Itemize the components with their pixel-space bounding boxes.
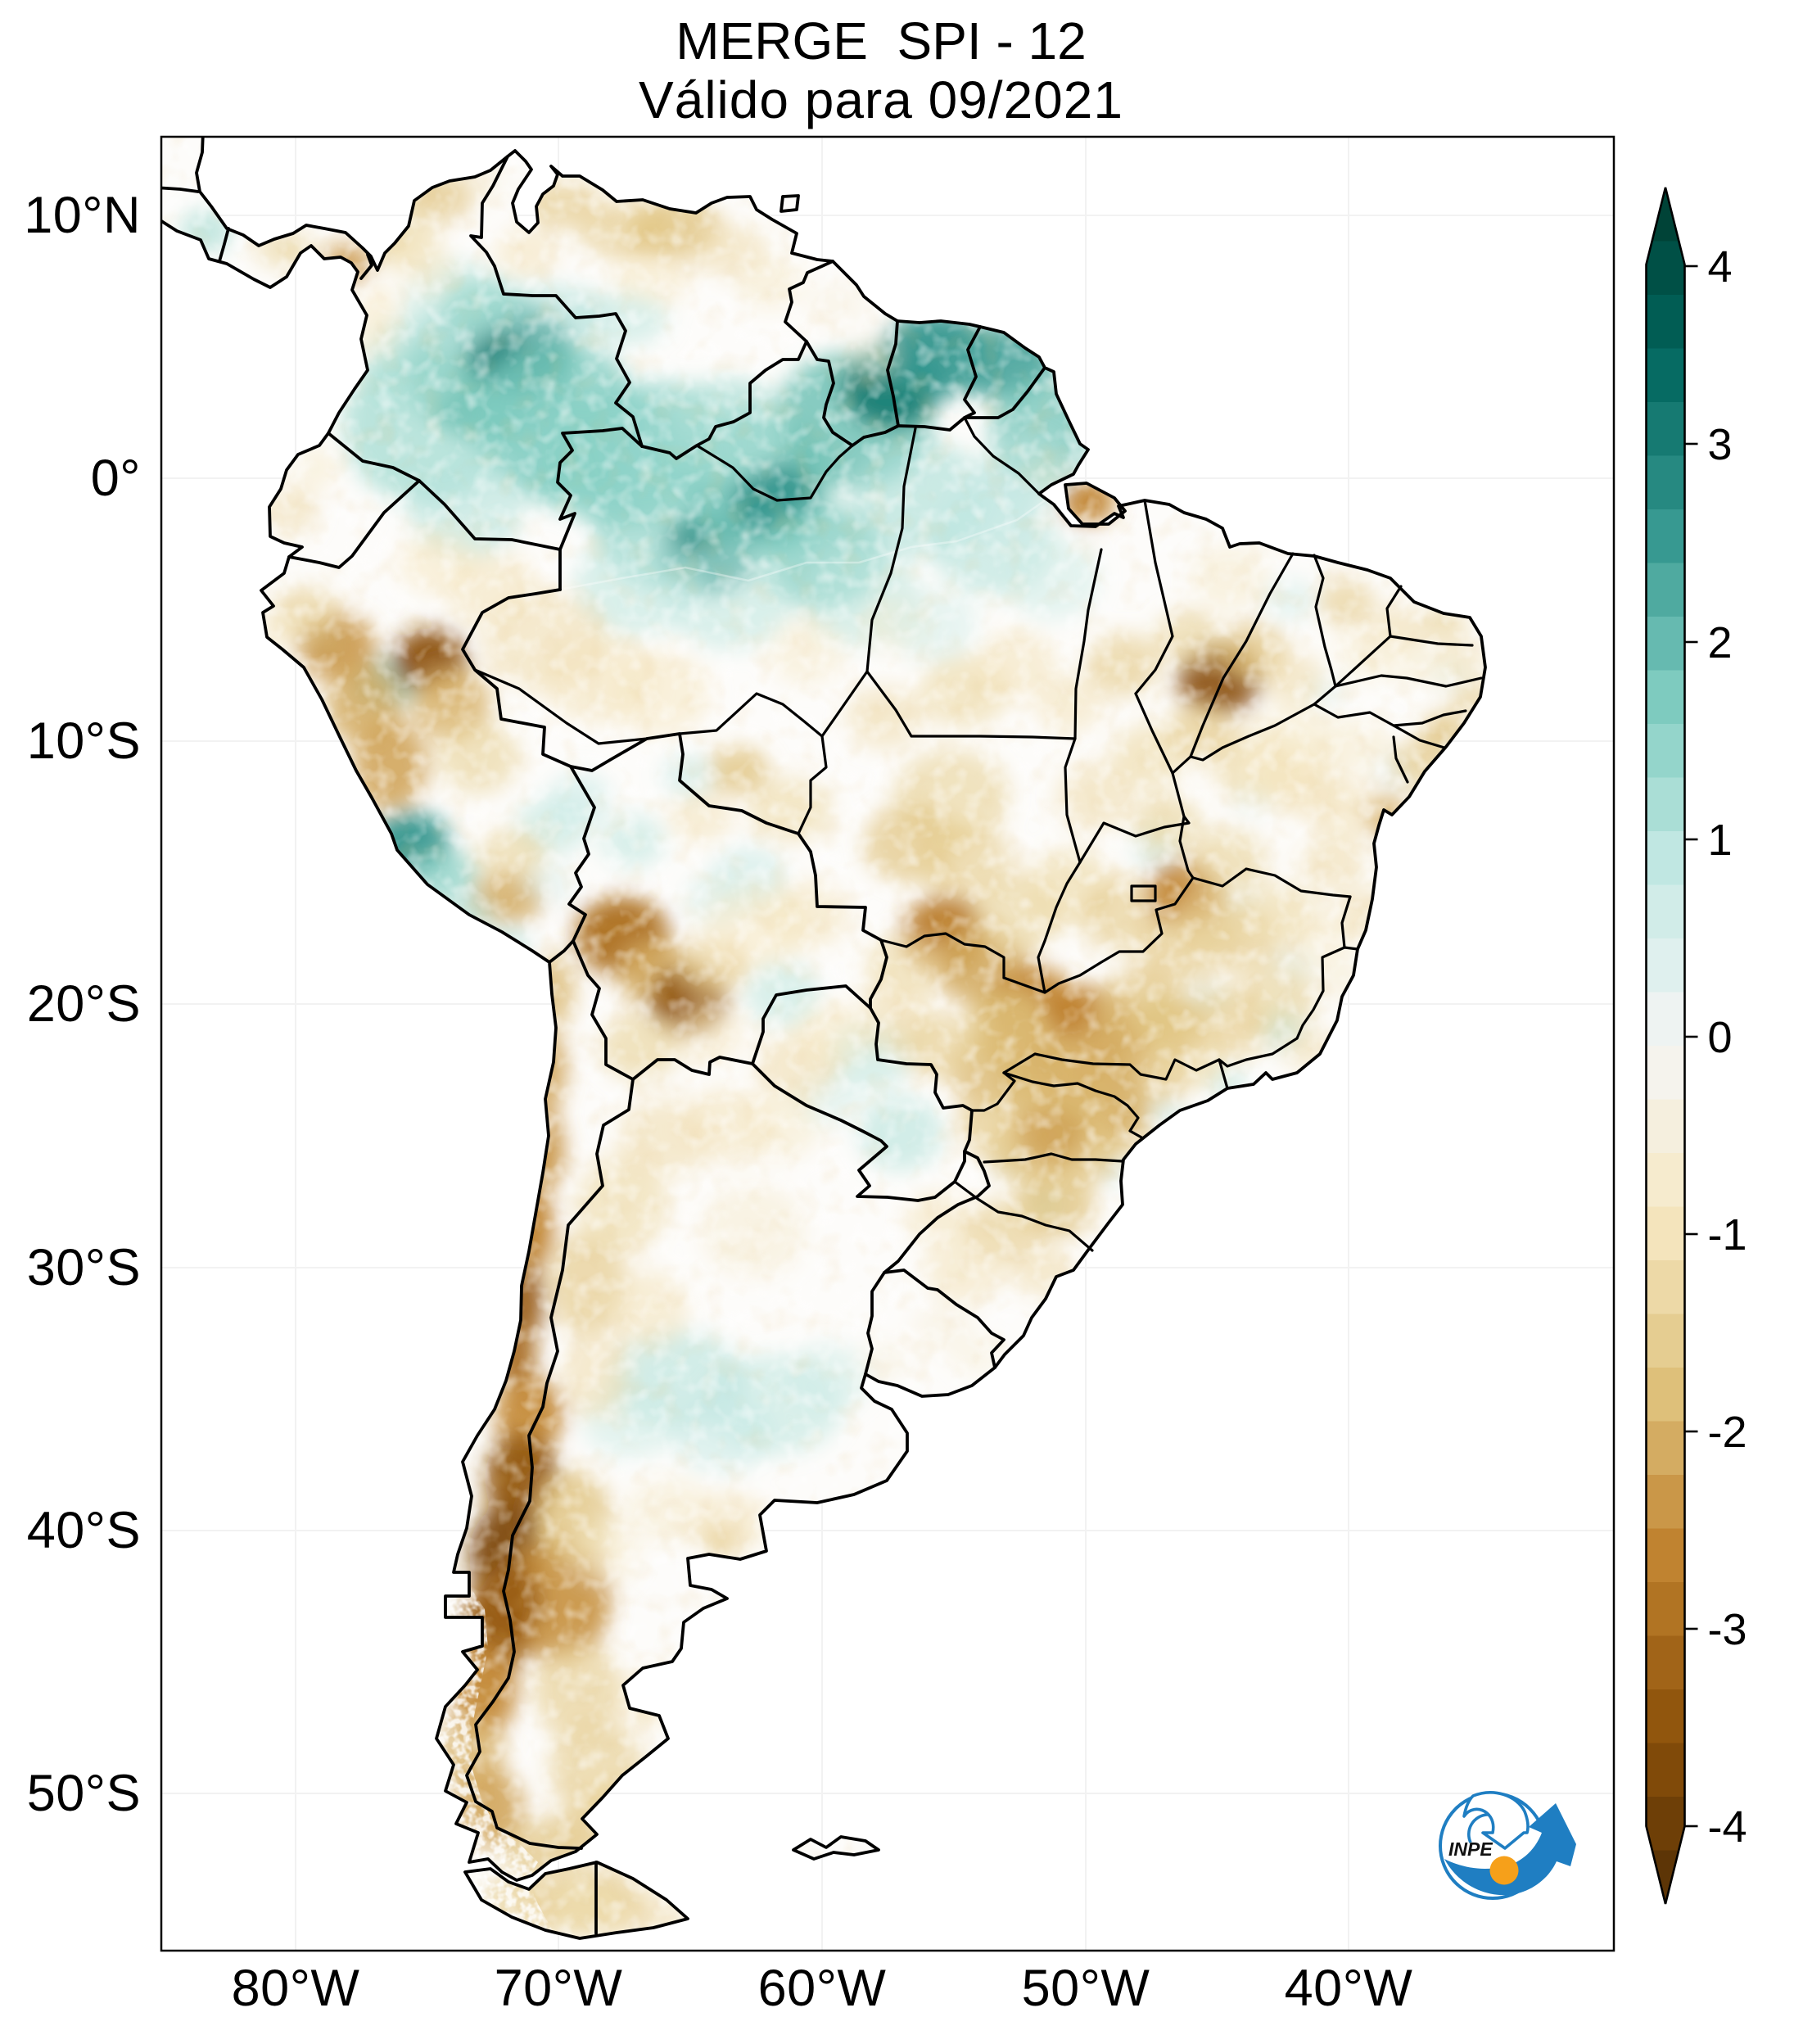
svg-text:-2: -2 [1708, 1408, 1747, 1457]
svg-text:10°S: 10°S [27, 712, 141, 770]
svg-text:2: 2 [1708, 618, 1733, 667]
svg-text:50°W: 50°W [1022, 1960, 1150, 2017]
svg-text:-3: -3 [1708, 1605, 1747, 1654]
svg-text:MERGE SPI - 12: MERGE SPI - 12 [676, 11, 1086, 70]
svg-text:4: 4 [1708, 242, 1733, 292]
svg-text:80°W: 80°W [232, 1960, 360, 2017]
svg-text:1: 1 [1708, 816, 1733, 865]
svg-text:50°S: 50°S [27, 1765, 141, 1822]
svg-text:-4: -4 [1708, 1802, 1747, 1852]
svg-text:70°W: 70°W [495, 1960, 623, 2017]
svg-text:10°N: 10°N [24, 187, 141, 244]
svg-text:40°S: 40°S [27, 1502, 141, 1559]
svg-text:0: 0 [1708, 1013, 1733, 1062]
svg-text:3: 3 [1708, 420, 1733, 469]
svg-text:-1: -1 [1708, 1210, 1747, 1259]
svg-text:0°: 0° [91, 450, 141, 507]
svg-text:40°W: 40°W [1285, 1960, 1413, 2017]
svg-text:INPE: INPE [1448, 1838, 1493, 1860]
svg-text:60°W: 60°W [758, 1960, 887, 2017]
svg-text:30°S: 30°S [27, 1239, 141, 1296]
svg-text:20°S: 20°S [27, 975, 141, 1033]
svg-text:Válido para 09/2021: Válido para 09/2021 [639, 70, 1123, 129]
